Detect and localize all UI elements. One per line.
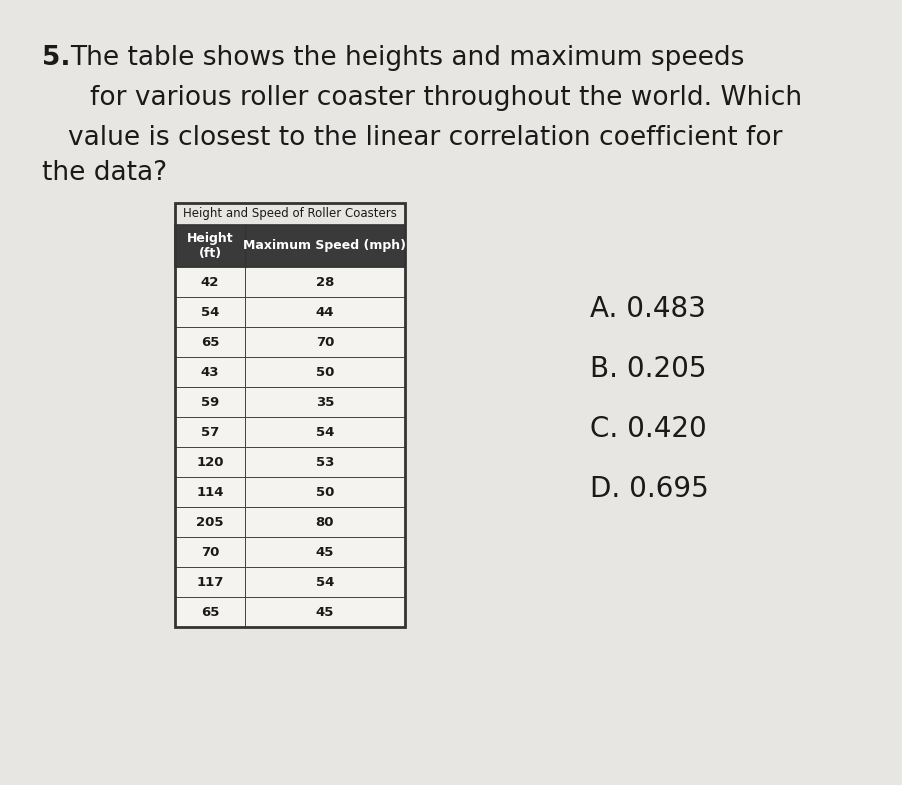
Text: 70: 70 xyxy=(200,546,219,558)
Bar xyxy=(175,357,244,387)
Text: Height
(ft): Height (ft) xyxy=(187,232,233,260)
Bar xyxy=(175,597,244,627)
Bar xyxy=(175,297,244,327)
Text: 117: 117 xyxy=(196,575,224,589)
Text: value is closest to the linear correlation coefficient for: value is closest to the linear correlati… xyxy=(68,125,782,151)
Text: 65: 65 xyxy=(200,605,219,619)
Text: 50: 50 xyxy=(316,366,334,378)
Text: 43: 43 xyxy=(200,366,219,378)
Bar xyxy=(244,357,405,387)
Text: 42: 42 xyxy=(200,276,219,289)
Bar xyxy=(175,507,244,537)
Text: 59: 59 xyxy=(200,396,219,408)
Text: 35: 35 xyxy=(316,396,334,408)
Bar xyxy=(244,507,405,537)
Bar xyxy=(244,417,405,447)
Bar xyxy=(244,267,405,297)
Bar xyxy=(244,537,405,567)
Text: 50: 50 xyxy=(316,485,334,498)
Text: for various roller coaster throughout the world. Which: for various roller coaster throughout th… xyxy=(90,85,801,111)
Bar xyxy=(244,327,405,357)
Bar xyxy=(175,387,244,417)
Bar xyxy=(175,203,405,225)
Text: 53: 53 xyxy=(316,455,334,469)
Text: B. 0.205: B. 0.205 xyxy=(589,355,705,383)
Text: 65: 65 xyxy=(200,335,219,349)
Text: 80: 80 xyxy=(316,516,334,528)
Bar xyxy=(244,597,405,627)
Text: The table shows the heights and maximum speeds: The table shows the heights and maximum … xyxy=(70,45,743,71)
Text: 120: 120 xyxy=(196,455,224,469)
Text: Height and Speed of Roller Coasters: Height and Speed of Roller Coasters xyxy=(183,207,397,221)
Text: 114: 114 xyxy=(196,485,224,498)
Bar xyxy=(244,477,405,507)
Text: 28: 28 xyxy=(316,276,334,289)
Text: 54: 54 xyxy=(316,575,334,589)
Bar xyxy=(175,267,244,297)
Text: C. 0.420: C. 0.420 xyxy=(589,415,706,443)
Bar xyxy=(175,567,244,597)
Bar xyxy=(175,537,244,567)
Bar xyxy=(175,225,405,267)
Bar xyxy=(175,477,244,507)
Text: 70: 70 xyxy=(316,335,334,349)
Bar xyxy=(175,417,244,447)
Bar xyxy=(175,203,405,627)
Bar xyxy=(244,387,405,417)
Text: A. 0.483: A. 0.483 xyxy=(589,295,705,323)
Bar xyxy=(244,567,405,597)
Text: 54: 54 xyxy=(316,425,334,439)
Text: D. 0.695: D. 0.695 xyxy=(589,475,708,503)
Text: 45: 45 xyxy=(316,546,334,558)
Text: 57: 57 xyxy=(200,425,219,439)
Text: 205: 205 xyxy=(196,516,224,528)
Text: 5.: 5. xyxy=(42,45,70,71)
Text: 44: 44 xyxy=(316,305,334,319)
Text: Maximum Speed (mph): Maximum Speed (mph) xyxy=(244,239,406,253)
Text: 45: 45 xyxy=(316,605,334,619)
Text: the data?: the data? xyxy=(42,160,167,186)
Bar xyxy=(175,447,244,477)
Bar xyxy=(244,447,405,477)
Text: 54: 54 xyxy=(200,305,219,319)
Bar xyxy=(175,327,244,357)
Bar xyxy=(244,297,405,327)
